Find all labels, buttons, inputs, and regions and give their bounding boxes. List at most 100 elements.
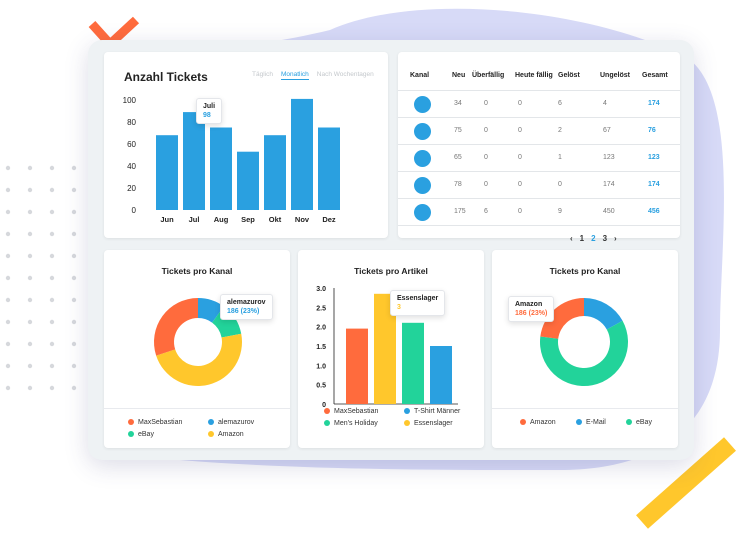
tab-weekdays[interactable]: Nach Wochentagen bbox=[316, 71, 374, 78]
x-tick-label: Aug bbox=[214, 215, 229, 224]
col-unsolved[interactable]: Ungelöst bbox=[600, 72, 630, 79]
legend-dot bbox=[208, 431, 214, 437]
pie1-chart bbox=[154, 298, 243, 387]
x-tick-label: Jul bbox=[189, 215, 200, 224]
page-1[interactable]: 1 bbox=[579, 234, 585, 243]
pie1-title: Tickets pro Kanal bbox=[161, 266, 233, 276]
col-overdue[interactable]: Überfällig bbox=[472, 72, 505, 79]
dot bbox=[49, 275, 55, 281]
table-cell: 0 bbox=[518, 154, 522, 161]
y-tick-label: 40 bbox=[127, 162, 136, 171]
table-cell: 0 bbox=[518, 181, 522, 188]
col-neu[interactable]: Neu bbox=[452, 72, 466, 79]
pie-slice[interactable] bbox=[584, 298, 623, 330]
table-cell: 75 bbox=[454, 127, 462, 134]
col-due-today[interactable]: Heute fällig bbox=[515, 72, 553, 79]
tickets-per-article-card: Tickets pro Artikel 0 0.5 1.0 1.5 2.0 2.5 3.0 … bbox=[298, 250, 484, 448]
table-divider bbox=[398, 225, 680, 226]
channel-table: Kanal Neu Überfällig Heute fällig Gelöst… bbox=[398, 52, 680, 243]
table-cell: 0 bbox=[518, 127, 522, 134]
channel-avatar bbox=[414, 204, 431, 221]
pie2-title: Tickets pro Kanal bbox=[549, 266, 621, 276]
table-cell: 6 bbox=[558, 100, 562, 107]
pie-slice[interactable] bbox=[540, 298, 584, 339]
bar[interactable] bbox=[264, 135, 286, 210]
pie-slice[interactable] bbox=[156, 333, 243, 387]
pie-slice[interactable] bbox=[540, 320, 628, 386]
channel-avatar bbox=[414, 150, 431, 167]
table-row[interactable]: 65 0 0 1 123 123 bbox=[398, 144, 680, 171]
table-row[interactable]: 75 0 0 2 67 76 bbox=[398, 117, 680, 144]
prev-page-button[interactable]: ‹ bbox=[570, 234, 573, 243]
dot bbox=[49, 385, 55, 391]
y-tick-label: 1.0 bbox=[316, 363, 326, 370]
table-cell: 0 bbox=[484, 181, 488, 188]
dot bbox=[27, 275, 33, 281]
pagination: ‹ 1 2 3 › bbox=[570, 234, 617, 243]
tickets-bar-chart: 0 20 40 60 80 100 Jun Jul Aug Sep Okt Nov Dez bbox=[123, 96, 340, 224]
legend-dot bbox=[128, 419, 134, 425]
dot bbox=[5, 253, 11, 259]
pie-slice[interactable] bbox=[198, 298, 224, 323]
legend-label: E-Mail bbox=[586, 419, 606, 426]
legend-dot bbox=[128, 431, 134, 437]
y-tick-label: 20 bbox=[127, 184, 136, 193]
y-tick-label: 100 bbox=[123, 96, 137, 105]
pie-slice[interactable] bbox=[212, 306, 242, 338]
bar[interactable] bbox=[291, 98, 313, 210]
tickets-tooltip: Juli 98 bbox=[196, 98, 223, 124]
legend-item: alemazurov bbox=[208, 419, 254, 426]
legend-dot bbox=[404, 420, 410, 426]
bar2-legend: MaxSebastian T-Shirt Männer Men's Holida… bbox=[298, 408, 484, 427]
col-total[interactable]: Gesamt bbox=[642, 72, 668, 79]
dot bbox=[71, 231, 77, 237]
bar[interactable] bbox=[374, 293, 396, 404]
col-solved[interactable]: Gelöst bbox=[558, 72, 580, 79]
tab-monthly[interactable]: Monatlich bbox=[280, 71, 309, 80]
pie1-legend: MaxSebastian alemazurov eBay Amazon bbox=[104, 408, 290, 438]
legend-dot bbox=[208, 419, 214, 425]
legend-dot bbox=[520, 419, 526, 425]
table-row[interactable]: 34 0 0 6 4 174 bbox=[398, 90, 680, 117]
legend-item: Amazon bbox=[520, 419, 556, 426]
y-tick-label: 0 bbox=[132, 206, 137, 215]
bar[interactable] bbox=[183, 112, 205, 210]
dot bbox=[49, 187, 55, 193]
col-kanal[interactable]: Kanal bbox=[410, 72, 430, 79]
legend-label: eBay bbox=[138, 431, 154, 438]
dot bbox=[5, 341, 11, 347]
dot bbox=[71, 275, 77, 281]
tickets-per-channel-card-2: Tickets pro Kanal Amazon 186 (23%) Amazo… bbox=[492, 250, 678, 448]
legend-item: T-Shirt Männer bbox=[404, 408, 460, 415]
next-page-button[interactable]: › bbox=[614, 234, 617, 243]
legend-label: Men's Holiday bbox=[334, 420, 378, 427]
legend-label: MaxSebastian bbox=[334, 408, 379, 415]
tab-daily[interactable]: Täglich bbox=[252, 71, 273, 78]
bar[interactable] bbox=[318, 127, 340, 211]
pie2-tooltip-value: 186 (23%) bbox=[515, 310, 548, 317]
bar[interactable] bbox=[237, 151, 259, 210]
tooltip-value: 98 bbox=[203, 112, 211, 119]
dot bbox=[27, 165, 33, 171]
legend-item: Essenslager bbox=[404, 420, 453, 427]
dot bbox=[27, 297, 33, 303]
y-tick-label: 2.0 bbox=[316, 325, 326, 332]
legend-label: MaxSebastian bbox=[138, 419, 183, 426]
dot bbox=[49, 231, 55, 237]
bar[interactable] bbox=[210, 127, 232, 211]
table-row[interactable]: 175 6 0 9 450 456 bbox=[398, 198, 680, 225]
dot bbox=[5, 385, 11, 391]
pie-slice[interactable] bbox=[154, 298, 198, 356]
bar2-tooltip-label: Essenslager bbox=[397, 295, 439, 302]
page-3[interactable]: 3 bbox=[602, 234, 608, 243]
bar[interactable] bbox=[346, 328, 368, 404]
page-2[interactable]: 2 bbox=[591, 234, 596, 243]
y-tick-label: 0 bbox=[322, 402, 326, 408]
bar[interactable] bbox=[402, 322, 424, 404]
y-tick-label: 2.5 bbox=[316, 305, 326, 312]
table-cell: 78 bbox=[454, 181, 462, 188]
table-row[interactable]: 78 0 0 0 174 174 bbox=[398, 171, 680, 198]
bar[interactable] bbox=[430, 346, 452, 404]
bar[interactable] bbox=[156, 135, 178, 210]
bar2-title: Tickets pro Artikel bbox=[354, 266, 428, 276]
